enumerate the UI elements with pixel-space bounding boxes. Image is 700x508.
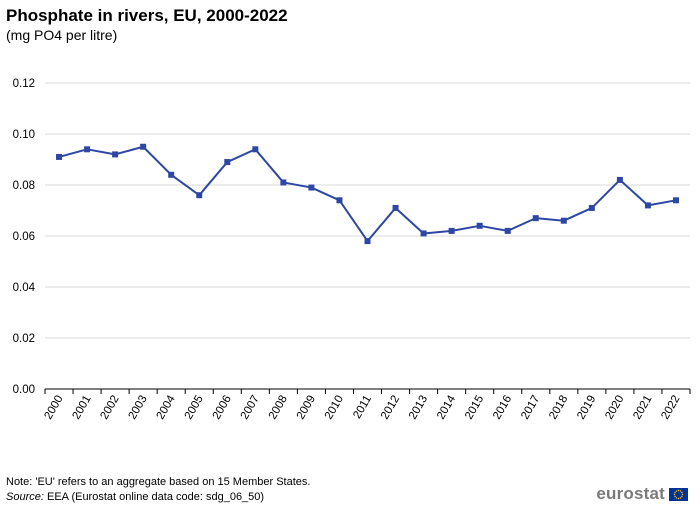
data-point-marker [112,151,119,158]
y-axis-tick-labels: 0.00 0.02 0.04 0.06 0.08 0.10 0.12 [13,78,36,396]
data-point-marker [672,197,679,204]
x-tick-label: 2017 [519,394,542,422]
x-tick-label: 2018 [547,394,570,422]
flag-star [681,491,683,493]
data-point-marker [392,204,399,211]
flag-star [677,497,680,499]
flag-star [679,496,682,499]
eu-flag-icon [669,487,688,501]
flag-star [677,489,680,491]
flag-star [675,489,678,492]
x-axis [44,388,691,394]
x-tick-label: 2016 [491,394,514,422]
source-label: Source: [6,491,44,503]
x-tick-label: 2021 [631,394,654,422]
source-text: EEA (Eurostat online data code: sdg_06_5… [43,491,265,503]
flag-star [681,495,683,497]
x-tick-label: 2014 [435,393,458,422]
data-point-marker [280,179,287,186]
y-tick-label: 0.02 [13,333,35,345]
footnote: Note: 'EU' refers to an aggregate based … [6,476,311,488]
data-point-marker [224,159,231,166]
data-point-marker [308,184,315,191]
x-tick-label: 2012 [379,394,402,422]
chart-subtitle: (mg PO4 per litre) [6,27,118,43]
x-tick-label: 2013 [407,394,430,422]
y-tick-label: 0.08 [13,180,35,192]
x-tick-label: 2007 [239,394,262,422]
x-tick-label: 2004 [155,393,178,422]
data-point-marker [252,146,259,153]
data-point-marker [560,217,567,224]
y-tick-label: 0.04 [13,282,36,294]
x-tick-label: 2022 [659,394,682,422]
series-line [58,145,677,243]
data-point-marker [364,238,371,245]
x-tick-label: 2006 [211,394,234,422]
x-tick-label: 2009 [295,394,318,422]
x-tick-label: 2002 [99,394,122,422]
x-tick-label: 2020 [603,394,626,422]
y-tick-label: 0.00 [13,384,35,396]
x-tick-label: 2011 [351,394,374,421]
data-point-marker [616,176,623,183]
data-point-marker [168,171,175,178]
flag-star [681,493,684,495]
eurostat-logo-text: eurostat [596,484,665,503]
data-point-marker [532,215,539,222]
flag-star [679,489,682,492]
data-point-marker [420,230,427,237]
flag-star [674,491,676,493]
x-tick-label: 2015 [463,394,486,422]
flag-star [675,496,678,499]
data-series [56,143,679,245]
x-tick-label: 2010 [323,394,346,422]
x-tick-label: 2008 [267,394,290,422]
x-axis-tick-labels: 2000 2001 2002 2003 2004 2005 2006 2007 2008 2009… [42,393,682,422]
flag-star [673,493,676,495]
x-tick-label: 2019 [575,394,598,422]
y-tick-label: 0.12 [13,78,35,90]
data-point-marker [84,146,91,153]
x-tick-label: 2005 [183,394,206,422]
data-point-marker [476,222,483,229]
data-point-marker [588,204,595,211]
data-point-marker [448,227,455,234]
data-point-marker [504,227,511,234]
chart-title: Phosphate in rivers, EU, 2000-2022 [6,6,288,25]
line-chart: 0.000.020.040.060.080.100.12 2000 2001 200… [13,78,691,422]
y-tick-label: 0.10 [13,129,35,141]
y-tick-label: 0.06 [13,231,35,243]
x-tick-label: 2000 [42,394,65,422]
data-point-marker [56,153,63,160]
flag-star [674,495,676,497]
data-point-marker [644,202,651,209]
data-point-marker [196,192,203,199]
data-point-marker [140,143,147,150]
grid-lines [45,82,690,339]
x-tick-label: 2003 [127,394,150,422]
data-point-marker [336,197,343,204]
source-line: Source: EEA (Eurostat online data code: … [6,491,264,503]
x-tick-label: 2001 [70,394,93,422]
eurostat-logo: eurostat [596,484,688,504]
